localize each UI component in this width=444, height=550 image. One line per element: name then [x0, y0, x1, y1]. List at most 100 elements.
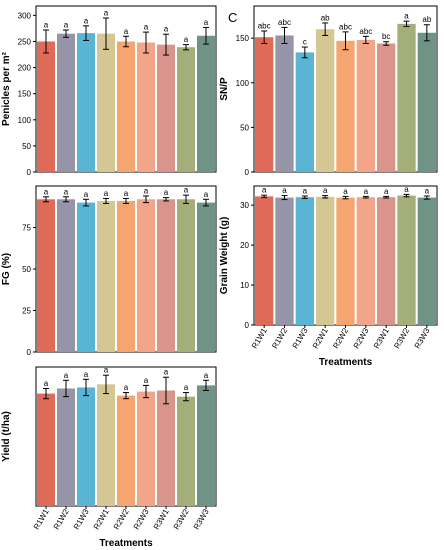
- significance-letter: a: [44, 21, 49, 30]
- significance-letter: a: [184, 186, 189, 195]
- y-tick-label: 250: [18, 37, 32, 46]
- x-tick-label: R2W2: [112, 507, 131, 531]
- significance-letter: a: [323, 186, 328, 195]
- bar-r2w2: [336, 40, 355, 172]
- x-tick-label: R2W2: [331, 326, 350, 350]
- bar-r3w1: [157, 390, 175, 506]
- significance-letter: abc: [278, 18, 291, 27]
- significance-letter: a: [104, 189, 109, 198]
- bar-r2w2: [336, 197, 355, 325]
- x-axis-label: Treatments: [99, 538, 153, 549]
- significance-letter: a: [204, 18, 209, 27]
- significance-letter: a: [184, 383, 189, 392]
- bar-r3w3: [197, 385, 215, 506]
- y-axis-label: FG (%): [1, 253, 12, 285]
- bar-r1w1: [255, 196, 274, 325]
- significance-letter: a: [44, 187, 49, 196]
- significance-letter: a: [144, 23, 149, 32]
- bar-r2w1: [97, 33, 115, 172]
- y-tick-label: 0: [245, 321, 250, 330]
- x-tick-label: R3W1: [152, 507, 171, 531]
- significance-letter: a: [64, 371, 69, 380]
- significance-letter: abc: [339, 22, 352, 31]
- y-tick-label: 300: [18, 11, 32, 20]
- bar-r1w1: [37, 393, 55, 506]
- significance-letter: bc: [382, 32, 390, 41]
- significance-letter: a: [84, 370, 89, 379]
- panel-letter: C: [228, 10, 237, 25]
- chart-panel-top-left: a a a a a a a a a 0 50 100 150 200 250 300 Penicles per …: [1, 5, 217, 177]
- y-tick-label: 50: [22, 265, 31, 274]
- x-tick-label: R1W1: [250, 326, 269, 350]
- bar-r1w3: [295, 52, 314, 173]
- bar-r1w2: [275, 35, 294, 172]
- x-tick-label: R2W1: [311, 326, 330, 350]
- y-axis-label: Penicles per m²: [1, 51, 12, 126]
- significance-letter: a: [124, 383, 129, 392]
- bar-r1w2: [57, 388, 75, 506]
- y-tick-label: 150: [236, 34, 250, 43]
- bar-r2w1: [316, 196, 335, 325]
- bar-r2w2: [117, 200, 135, 352]
- y-tick-label: 150: [18, 90, 32, 99]
- x-tick-label: R1W2: [270, 326, 289, 350]
- significance-letter: a: [343, 187, 348, 196]
- bar-r1w2: [275, 197, 294, 325]
- significance-letter: a: [164, 25, 169, 34]
- x-tick-label: R3W3: [413, 326, 432, 350]
- x-tick-label: R1W3: [291, 326, 310, 350]
- y-tick-label: 50: [240, 123, 249, 132]
- y-tick-label: 50: [22, 142, 31, 151]
- significance-letter: a: [404, 185, 409, 194]
- significance-letter: a: [144, 376, 149, 385]
- x-tick-label: R3W2: [172, 507, 191, 531]
- bar-r2w1: [97, 200, 115, 352]
- y-tick-label: 25: [22, 307, 31, 316]
- y-axis-label: SN/P: [219, 77, 230, 101]
- y-tick-label: 30: [240, 201, 249, 210]
- significance-letter: a: [404, 12, 409, 21]
- significance-letter: a: [64, 187, 69, 196]
- y-tick-label: 10: [240, 281, 249, 290]
- significance-letter: a: [84, 16, 89, 25]
- bar-r1w3: [77, 33, 95, 172]
- x-tick-label: R2W3: [132, 507, 151, 531]
- bar-r3w2: [177, 396, 195, 506]
- bar-r1w2: [57, 33, 75, 172]
- significance-letter: a: [282, 186, 287, 195]
- bar-r1w1: [37, 199, 55, 352]
- bar-r3w2: [177, 47, 195, 172]
- significance-letter: a: [425, 186, 430, 195]
- bar-r2w1: [97, 384, 115, 506]
- x-tick-label: R3W3: [192, 507, 211, 531]
- bar-r1w1: [255, 37, 274, 173]
- chart-panel-middle-left: a a a a a a a a a 0 25 50 75 FG (%): [1, 185, 217, 357]
- y-tick-label: 75: [22, 224, 31, 233]
- bar-r1w2: [57, 199, 75, 352]
- y-tick-label: 20: [240, 241, 249, 250]
- significance-letter: c: [303, 38, 307, 47]
- bar-r3w1: [157, 44, 175, 172]
- bar-r2w3: [137, 391, 155, 506]
- significance-letter: a: [364, 187, 369, 196]
- chart-panel-middle-right: a a a a a a a a a 0 10 20 30 Grain Weight (g) R1W1 R1W2…: [219, 185, 438, 368]
- bar-r3w3: [417, 197, 436, 325]
- bar-r2w3: [137, 42, 155, 173]
- bar-r2w1: [316, 29, 335, 173]
- y-tick-label: 100: [236, 79, 250, 88]
- bar-r1w1: [37, 41, 55, 172]
- y-tick-label: 100: [18, 116, 32, 125]
- bar-r2w3: [356, 197, 375, 325]
- bar-r2w3: [356, 39, 375, 173]
- bar-r2w3: [137, 199, 155, 352]
- y-tick-label: 0: [245, 168, 250, 177]
- y-tick-label: 200: [18, 64, 32, 73]
- significance-letter: a: [384, 187, 389, 196]
- significance-letter: a: [164, 368, 169, 377]
- significance-letter: a: [64, 21, 69, 30]
- x-tick-label: R3W2: [392, 326, 411, 350]
- significance-letter: a: [262, 186, 267, 195]
- significance-letter: a: [124, 189, 129, 198]
